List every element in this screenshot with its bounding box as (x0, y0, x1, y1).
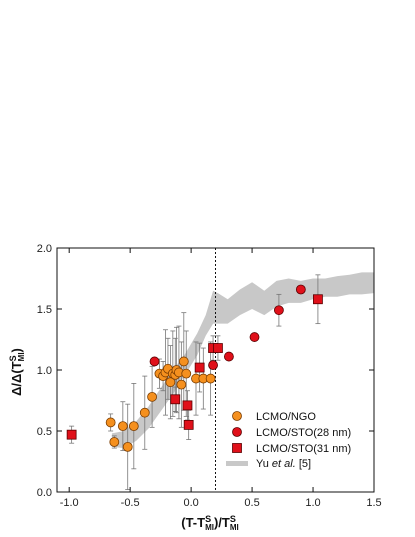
data-point-sto31 (313, 294, 323, 305)
y-tick-label: 1.5 (37, 304, 52, 316)
x-tick-label: -1.0 (60, 497, 79, 509)
data-point-sto31 (170, 394, 181, 405)
legend-marker-band (226, 461, 248, 466)
legend-label-sto28: LCMO/STO(28 nm) (256, 427, 351, 439)
axis-layer: -1.0 -0.5 0.0 0.5 1.0 1.5 0.0 0.5 1.0 1.5 2.0 (37, 243, 382, 509)
y-axis-title: Δ/Δ(TSMI) (8, 348, 26, 396)
data-point-ngo (205, 373, 216, 384)
legend-marker-ngo (232, 411, 242, 421)
x-tick-label: 1.0 (305, 497, 320, 509)
x-tick-label: 1.5 (366, 497, 381, 509)
x-tick-label: 0.5 (244, 497, 259, 509)
data-point-ngo (181, 368, 192, 379)
y-tick-label: 0.0 (37, 487, 52, 499)
data-point-ngo (176, 379, 187, 390)
x-tick-label: 0.0 (183, 497, 198, 509)
data-point-sto28 (224, 351, 234, 362)
data-point-layer (66, 284, 323, 452)
legend-label-sto31: LCMO/STO(31 nm) (256, 443, 351, 455)
reference-band-layer (111, 272, 375, 449)
data-point-sto31 (213, 343, 223, 353)
y-tick-label: 0.5 (37, 426, 52, 438)
legend-label-ngo: LCMO/NGO (256, 411, 316, 423)
data-point-sto31 (66, 429, 77, 440)
legend: LCMO/NGO LCMO/STO(28 nm) LCMO/STO(31 nm)… (226, 411, 351, 470)
data-point-ngo (105, 417, 116, 428)
x-axis-title: (T-TS MI)/TS MI (181, 514, 239, 532)
data-point-sto28 (249, 332, 260, 342)
x-tick-label: -0.5 (121, 497, 140, 509)
data-point-sto28 (273, 305, 284, 316)
data-point-ngo (109, 437, 120, 447)
y-tick-label: 2.0 (37, 243, 52, 255)
data-point-sto28 (149, 356, 160, 367)
legend-marker-sto31 (232, 443, 242, 453)
data-point-sto31 (182, 400, 193, 411)
legend-label-band: Yu et al. [5] (256, 458, 311, 470)
data-point-sto31 (194, 362, 205, 373)
data-point-ngo (178, 356, 189, 367)
data-point-sto31 (183, 419, 194, 430)
y-tick-label: 1.0 (37, 365, 52, 377)
legend-marker-sto28 (232, 427, 242, 437)
data-point-sto28 (208, 360, 218, 371)
data-point-ngo (147, 391, 158, 402)
data-point-ngo (139, 407, 150, 418)
data-point-ngo (117, 421, 128, 432)
data-point-ngo (122, 441, 133, 452)
data-point-sto28 (295, 284, 306, 295)
reference-band (111, 272, 375, 449)
data-point-ngo (128, 421, 139, 432)
